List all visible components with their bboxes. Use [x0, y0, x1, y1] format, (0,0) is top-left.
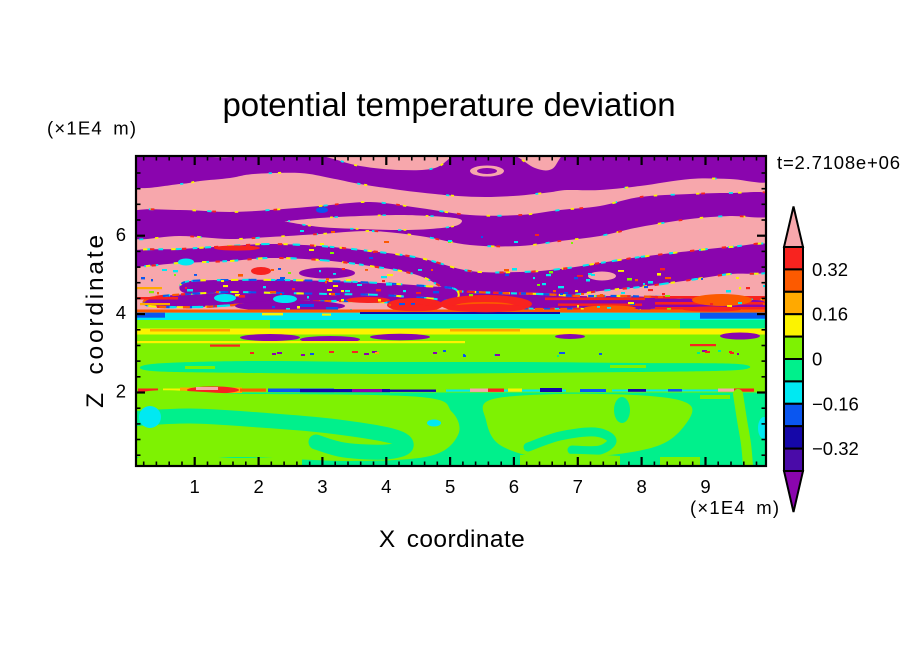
- svg-text:1: 1: [190, 476, 200, 497]
- svg-text:0.16: 0.16: [812, 304, 848, 325]
- svg-text:X coordinate: X coordinate: [379, 526, 525, 553]
- svg-text:0: 0: [812, 349, 822, 370]
- svg-text:t=2.7108e+06: t=2.7108e+06: [777, 152, 901, 173]
- svg-text:6: 6: [116, 224, 126, 245]
- svg-text:5: 5: [445, 476, 455, 497]
- svg-text:9: 9: [700, 476, 710, 497]
- svg-text:4: 4: [116, 302, 126, 323]
- svg-text:6: 6: [509, 476, 519, 497]
- svg-text:−0.32: −0.32: [812, 438, 859, 459]
- svg-text:2: 2: [116, 381, 126, 402]
- svg-text:4: 4: [381, 476, 391, 497]
- svg-text:potential temperature deviatio: potential temperature deviation: [222, 86, 675, 123]
- svg-text:8: 8: [636, 476, 646, 497]
- svg-text:Z coordinate: Z coordinate: [82, 232, 109, 408]
- svg-text:3: 3: [317, 476, 327, 497]
- svg-text:(×1E4 m): (×1E4 m): [690, 497, 780, 518]
- svg-text:−0.16: −0.16: [812, 393, 859, 414]
- svg-text:2: 2: [253, 476, 263, 497]
- svg-text:7: 7: [573, 476, 583, 497]
- svg-text:0.32: 0.32: [812, 259, 848, 280]
- svg-text:(×1E4 m): (×1E4 m): [47, 118, 137, 139]
